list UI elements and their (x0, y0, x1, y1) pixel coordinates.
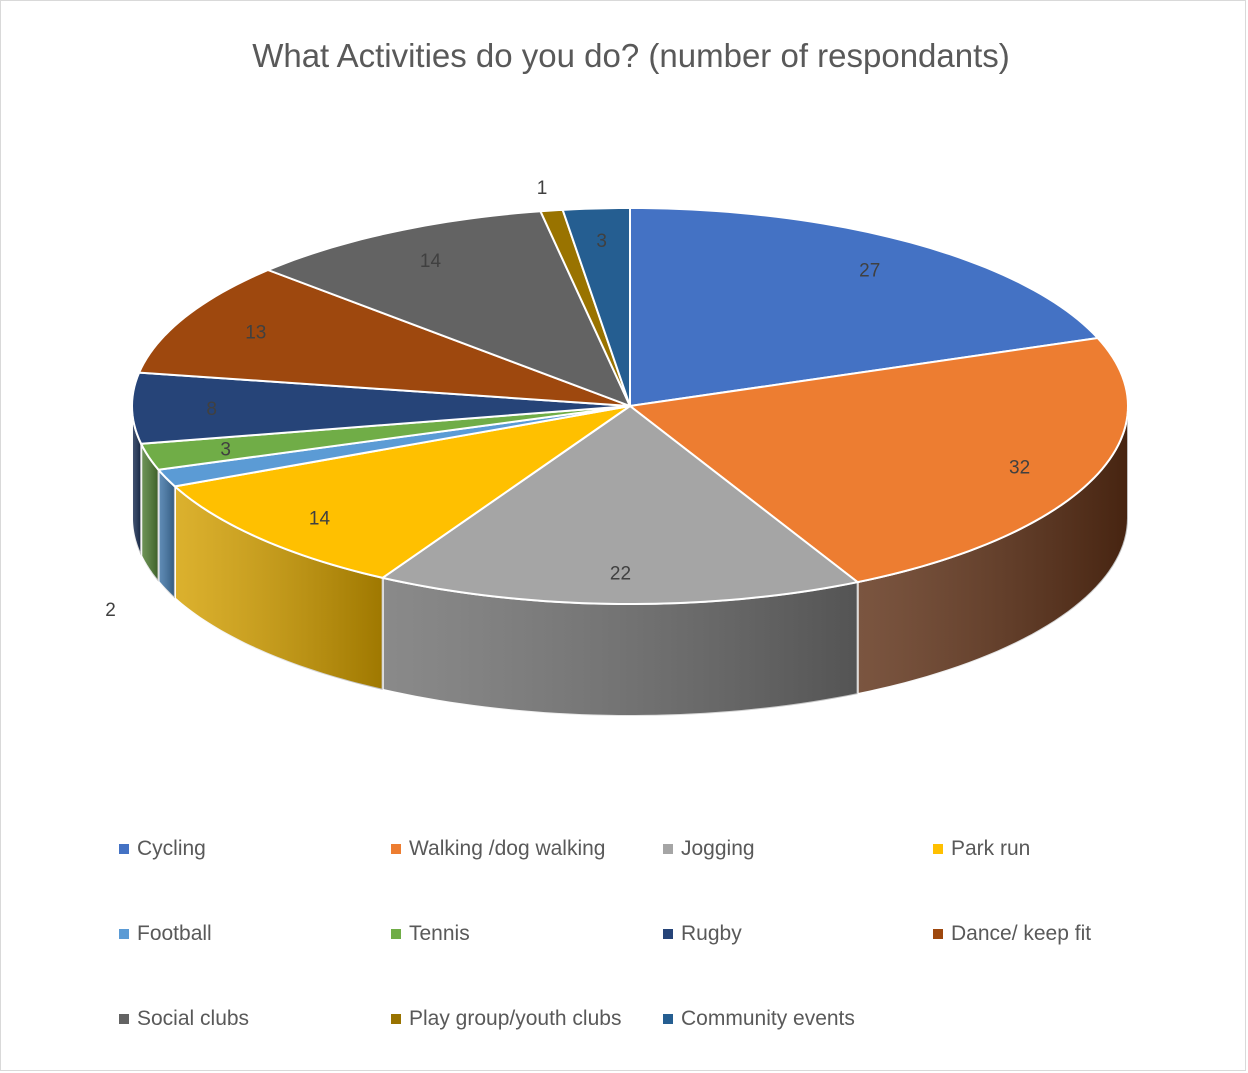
data-label-jogging: 22 (610, 563, 631, 584)
legend-label: Dance/ keep fit (951, 922, 1092, 945)
legend-label: Football (137, 922, 212, 945)
pie-slice-jogging[interactable] (380, 404, 860, 606)
legend-item-dance-keep-fit: Dance/ keep fit (933, 922, 1091, 946)
legend-item-walking-dog-walking: Walking /dog walking (391, 837, 606, 861)
legend-label: Walking /dog walking (409, 837, 606, 860)
legend-swatch (391, 1014, 401, 1024)
legend-label: Community events (681, 1007, 855, 1030)
legend-label: Cycling (137, 837, 206, 860)
data-label-tennis: 3 (220, 440, 231, 461)
legend-label: Social clubs (137, 1007, 250, 1030)
pie-slice-play-group-youth-clubs[interactable] (538, 208, 631, 407)
pie-slice-cycling[interactable] (629, 206, 1100, 408)
legend-label: Park run (951, 837, 1031, 860)
pie-sides (131, 405, 1129, 718)
legend-item-tennis: Tennis (391, 922, 470, 946)
legend-item-play-group-youth-clubs: Play group/youth clubs (391, 1007, 621, 1031)
pie-slice-football[interactable] (156, 405, 631, 488)
legend-item-rugby: Rugby (663, 922, 742, 946)
pie-slice-tennis[interactable] (139, 405, 631, 471)
data-label-social-clubs: 14 (420, 251, 442, 272)
legend-label: Jogging (681, 837, 755, 860)
legend-item-social-clubs: Social clubs (119, 1007, 249, 1031)
pie-side-shade-football (158, 469, 175, 599)
legend-swatch (119, 1014, 129, 1024)
legend-swatch (663, 1014, 673, 1024)
data-label-play-group-youth-clubs: 1 (537, 178, 548, 199)
pie-slice-rugby[interactable] (130, 371, 631, 445)
pie-slice-dance-keep-fit[interactable] (137, 268, 631, 407)
legend-swatch (663, 844, 673, 854)
legend-swatch (933, 844, 943, 854)
legend-item-jogging: Jogging (663, 837, 755, 861)
data-label-community-events: 3 (596, 231, 607, 252)
pie-slice-community-events[interactable] (561, 206, 631, 407)
pie-side-shade-park-run (174, 486, 383, 690)
legend-item-cycling: Cycling (119, 837, 206, 861)
legend-swatch (391, 844, 401, 854)
pie-slice-social-clubs[interactable] (265, 210, 632, 408)
legend-swatch (663, 929, 673, 939)
pie-side-shade-tennis (141, 443, 159, 582)
pie-side-shade-jogging (382, 577, 858, 716)
data-label-football: 2 (105, 600, 116, 621)
legend-swatch (119, 929, 129, 939)
legend-swatch (119, 844, 129, 854)
pie-side-shade-walking-dog-walking (857, 406, 1128, 695)
legend-label: Tennis (409, 922, 470, 945)
data-label-walking-dog-walking: 32 (1009, 458, 1030, 479)
pie-slice-walking-dog-walking[interactable] (627, 336, 1130, 584)
legend-label: Play group/youth clubs (409, 1007, 622, 1030)
chart-title: What Activities do you do? (number of re… (252, 37, 1010, 74)
legend-item-park-run: Park run (933, 837, 1030, 861)
pie-top (130, 206, 1130, 606)
legend-swatch (391, 929, 401, 939)
legend-item-community-events: Community events (663, 1007, 855, 1031)
data-label-park-run: 14 (309, 509, 331, 530)
data-label-rugby: 8 (206, 399, 217, 420)
pie-slice-park-run[interactable] (172, 405, 631, 579)
pie-side-shade-rugby (132, 406, 142, 556)
data-label-dance-keep-fit: 13 (245, 323, 266, 344)
data-label-cycling: 27 (859, 261, 880, 282)
legend-swatch (933, 929, 943, 939)
legend-label: Rugby (681, 922, 742, 945)
legend-item-football: Football (119, 922, 212, 946)
